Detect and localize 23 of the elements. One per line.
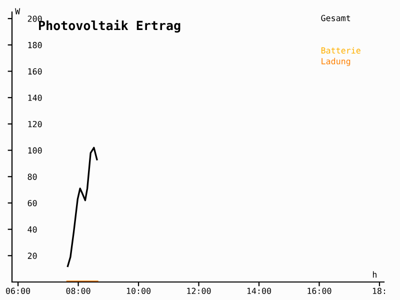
x-tick-label: 12:00 (187, 288, 211, 294)
y-tick-label: 160 (28, 68, 42, 75)
text: Ladung (322, 58, 350, 66)
y-tick-label: 140 (28, 94, 42, 101)
y-tick-label: 20 (28, 252, 37, 259)
y-tick-label: 180 (28, 42, 42, 48)
y-axis-title: W (15, 8, 20, 14)
y-tick-label: 80 (28, 174, 37, 180)
text: Photovoltaik Ertrag (39, 20, 180, 33)
x-tick-label: 08:00 (66, 288, 90, 294)
legend-label: Batterie (321, 47, 360, 54)
y-tick-label: 100 (28, 147, 42, 154)
x-tick-label: 10:00 (126, 288, 151, 294)
y-tick-label: 200 (28, 16, 42, 22)
x-axis-title: h (372, 271, 376, 278)
x-tick-label: 18: (372, 288, 386, 294)
x-tick-label: 06:00 (6, 288, 30, 294)
x-tick-label: 14:00 (247, 288, 271, 294)
x-tick-label: 16:00 (308, 288, 332, 294)
text: Gesamt (321, 14, 350, 22)
y-tick-label: 40 (28, 226, 37, 233)
y-tick-label: 60 (28, 200, 37, 206)
y-tick-label: 120 (28, 120, 42, 128)
